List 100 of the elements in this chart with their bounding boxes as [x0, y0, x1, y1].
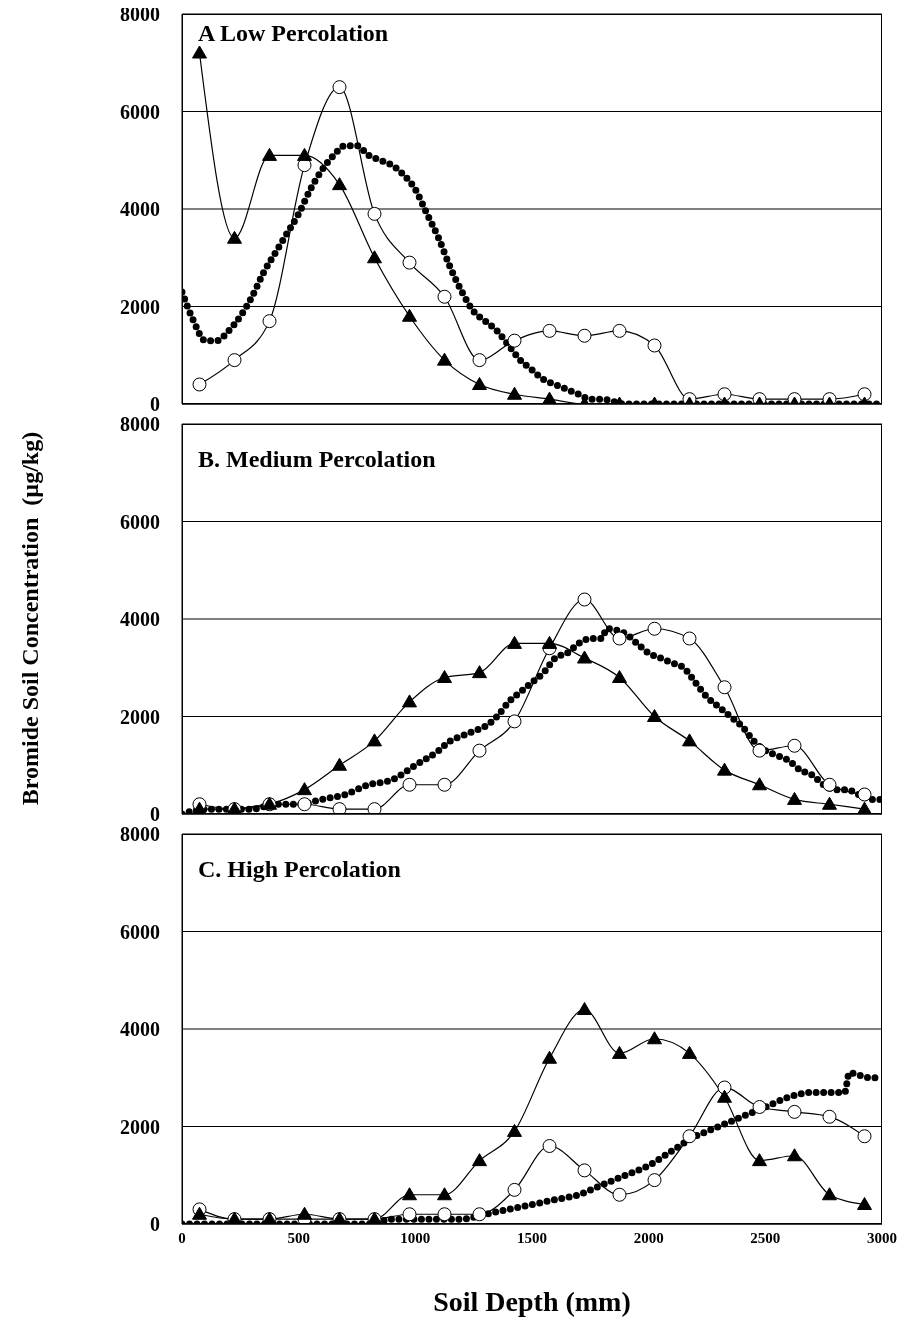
- point: [752, 743, 767, 758]
- point: [437, 777, 452, 792]
- point: [262, 314, 277, 329]
- point: [367, 802, 382, 814]
- y-tick-label: 6000: [120, 510, 160, 533]
- point: [612, 1045, 627, 1059]
- point: [682, 631, 697, 646]
- point: [472, 743, 487, 758]
- point: [682, 1045, 697, 1059]
- point: [262, 147, 277, 161]
- point: [857, 787, 872, 802]
- point: [402, 308, 417, 322]
- point: [542, 1050, 557, 1064]
- y-tick-label: 8000: [120, 823, 160, 846]
- text: B. Medium Percolation: [198, 446, 436, 473]
- y-axis-title: Bromide Soil Concentration (µg/kg): [16, 430, 44, 808]
- x-tick-label: 0: [178, 1229, 186, 1246]
- point: [857, 1129, 872, 1144]
- y-tick-label: 8000: [120, 413, 160, 436]
- point: [612, 631, 627, 646]
- point: [682, 1129, 697, 1144]
- point: [682, 733, 697, 747]
- point: [437, 289, 452, 304]
- point: [437, 670, 452, 683]
- point: [227, 353, 242, 368]
- point: [507, 333, 522, 348]
- point: [577, 592, 592, 607]
- point: [577, 650, 592, 664]
- x-tick-label: 1000: [400, 1229, 431, 1246]
- point: [332, 80, 347, 95]
- point: [472, 1153, 487, 1167]
- y-tick-label: 8000: [120, 3, 160, 26]
- point: [402, 694, 417, 708]
- point: [857, 1197, 872, 1210]
- x-axis-title: Soil Depth (mm): [432, 1286, 632, 1318]
- point: [717, 1089, 732, 1103]
- point: [227, 230, 242, 244]
- point: [507, 714, 522, 729]
- point: [752, 1153, 767, 1167]
- point: [822, 796, 837, 810]
- point: [717, 762, 732, 776]
- x-tick-label: 1500: [517, 1229, 547, 1246]
- y-tick-label: 4000: [120, 608, 160, 631]
- point: [437, 1187, 452, 1201]
- y-tick-label: 6000: [120, 100, 160, 123]
- point: [542, 635, 557, 649]
- point: [192, 1206, 207, 1220]
- point: [787, 1104, 802, 1119]
- point: [367, 250, 382, 264]
- point: [192, 45, 207, 59]
- point: [752, 1100, 767, 1114]
- point: [192, 377, 207, 392]
- y-tick-label: 0: [150, 393, 160, 416]
- point: [472, 353, 487, 368]
- point: [647, 1173, 662, 1188]
- point: [332, 757, 347, 771]
- point: [297, 147, 312, 161]
- point: [402, 1207, 417, 1222]
- point: [822, 1187, 837, 1201]
- point: [332, 802, 347, 814]
- point: [507, 1182, 522, 1197]
- point: [507, 386, 522, 400]
- point: [472, 1207, 487, 1222]
- point: [437, 352, 452, 366]
- point: [472, 377, 487, 390]
- point: [297, 782, 312, 796]
- point: [297, 1206, 312, 1220]
- point: [402, 777, 417, 792]
- y-tick-label: 6000: [120, 920, 160, 943]
- point: [647, 338, 662, 353]
- point: [787, 738, 802, 753]
- point: [647, 1031, 662, 1045]
- point: [577, 328, 592, 343]
- chart-title: A Low Percolation: [198, 20, 389, 47]
- y-tick-label: 4000: [120, 198, 160, 221]
- x-tick-label: 2500: [750, 1229, 781, 1246]
- point: [402, 1187, 417, 1201]
- y-tick-label: 2000: [120, 1115, 160, 1138]
- point: [367, 206, 382, 221]
- point: [752, 777, 767, 791]
- point: [822, 777, 837, 792]
- x-tick-label: 3000: [867, 1229, 897, 1246]
- point: [472, 665, 487, 679]
- point: [542, 323, 557, 338]
- point: [332, 177, 347, 191]
- y-tick-label: 2000: [120, 295, 160, 318]
- point: [402, 255, 417, 270]
- point: [787, 791, 802, 805]
- point: [507, 1123, 522, 1137]
- point: [367, 733, 382, 747]
- point: [822, 1109, 837, 1124]
- point: [612, 323, 627, 338]
- point: [507, 635, 522, 649]
- point: [577, 1002, 592, 1015]
- point: [647, 621, 662, 636]
- point: [717, 680, 732, 695]
- point: [787, 1148, 802, 1162]
- point: [577, 1163, 592, 1178]
- y-tick-label: 4000: [120, 1018, 160, 1041]
- y-tick-label: 0: [150, 803, 160, 826]
